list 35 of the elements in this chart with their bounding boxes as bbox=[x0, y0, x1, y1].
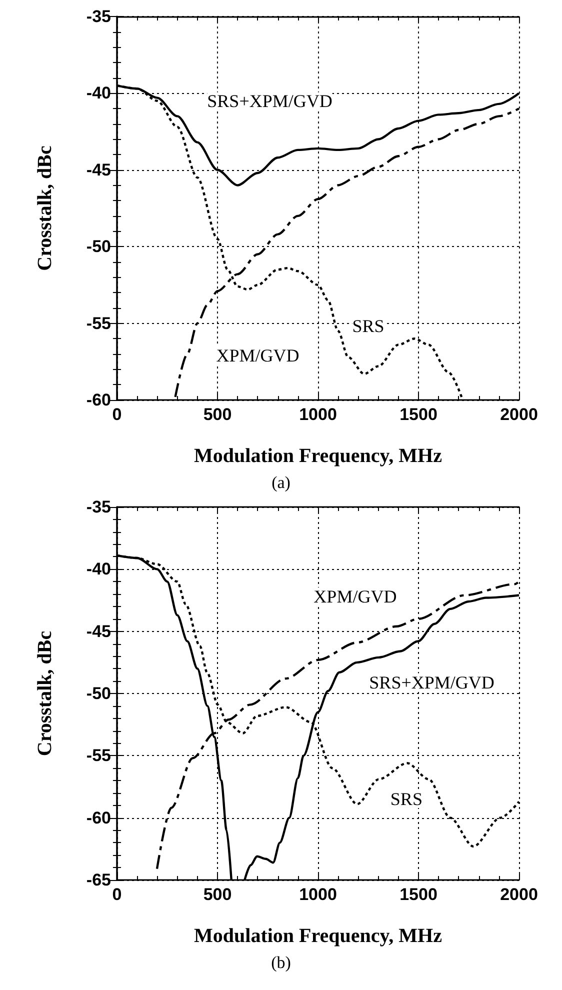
y-tick-label: -55 bbox=[86, 746, 111, 766]
text: (a) bbox=[272, 473, 290, 492]
x-axis-title: Modulation Frequency, MHz bbox=[194, 445, 442, 467]
x-tick-label: 1000 bbox=[299, 885, 337, 904]
y-axis-title: Crosstalk, dBc bbox=[34, 146, 56, 271]
series-label: SRS+XPM/GVD bbox=[369, 672, 494, 692]
x-axis-title: Modulation Frequency, MHz bbox=[194, 925, 442, 947]
y-tick-label: -50 bbox=[86, 684, 111, 703]
y-tick-label: -55 bbox=[86, 314, 111, 333]
x-tick-label: 1500 bbox=[400, 885, 438, 904]
series-label: SRS bbox=[352, 316, 384, 336]
y-axis-title: Crosstalk, dBc bbox=[34, 630, 56, 756]
x-tick-label: 0 bbox=[112, 405, 122, 424]
y-tick-label: -50 bbox=[86, 237, 111, 256]
y-tick-label: -45 bbox=[86, 160, 111, 180]
x-tick-label: 500 bbox=[203, 405, 232, 424]
series-label: SRS+XPM/GVD bbox=[207, 91, 332, 112]
x-tick-label: 2000 bbox=[500, 405, 538, 424]
y-tick-label: -60 bbox=[86, 390, 111, 410]
x-tick-label: 500 bbox=[203, 885, 232, 904]
y-tick-label: -65 bbox=[86, 870, 111, 890]
x-tick-label: 1500 bbox=[400, 405, 438, 424]
x-tick-label: 0 bbox=[112, 885, 122, 904]
y-tick-label: -35 bbox=[86, 498, 111, 516]
series-label: XPM/GVD bbox=[314, 586, 397, 607]
y-tick-label: -60 bbox=[86, 808, 111, 828]
y-tick-label: -40 bbox=[86, 84, 111, 103]
x-tick-label: 2000 bbox=[500, 885, 538, 904]
series-label: SRS bbox=[390, 789, 422, 810]
x-tick-label: 1000 bbox=[299, 405, 337, 424]
y-tick-label: -35 bbox=[86, 7, 111, 26]
y-tick-label: -40 bbox=[86, 560, 111, 579]
text: (b) bbox=[271, 953, 291, 972]
series-label: XPM/GVD bbox=[216, 345, 300, 366]
y-tick-label: -45 bbox=[86, 622, 111, 641]
